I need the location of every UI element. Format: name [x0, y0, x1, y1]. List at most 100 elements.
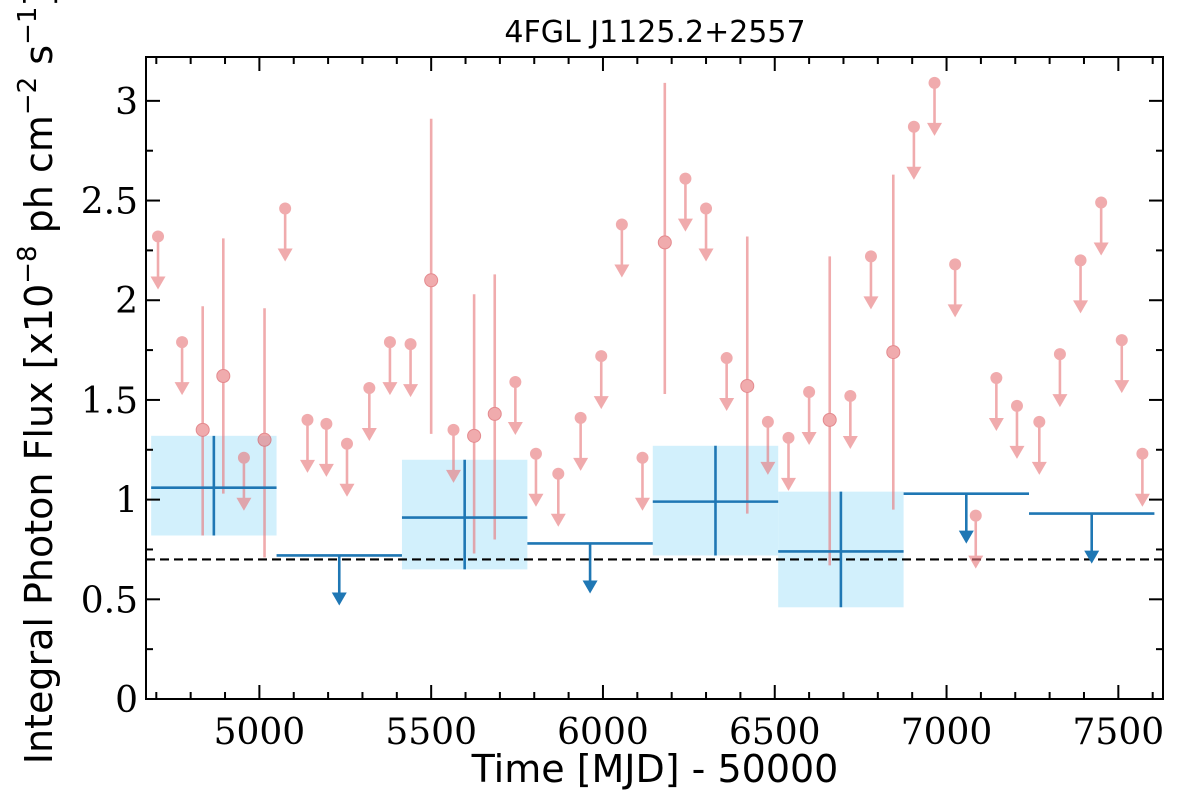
x-tick-label: 6500 [729, 712, 821, 753]
fine-upper-limit [698, 202, 714, 262]
fine-detection-point [886, 174, 901, 510]
fine-upper-limit [573, 411, 589, 471]
fine-marker [257, 432, 272, 447]
fine-marker [1053, 348, 1066, 361]
upper-limit-arrow [403, 384, 419, 398]
upper-limit-arrow [593, 396, 609, 410]
fine-marker [152, 230, 165, 243]
fine-upper-limit [1031, 415, 1047, 475]
fine-upper-limit [1073, 254, 1089, 314]
fine-marker [740, 378, 755, 393]
x-tick-label: 5500 [385, 712, 477, 753]
fine-detection-point [216, 238, 231, 494]
fine-upper-limit [677, 172, 693, 232]
fine-upper-limit [927, 76, 943, 136]
fine-marker [340, 437, 353, 450]
upper-limit-arrow [614, 264, 630, 278]
upper-limit-arrow [1073, 300, 1089, 314]
upper-limit-arrow [1084, 550, 1100, 564]
fine-marker [822, 412, 837, 427]
fine-upper-limit [968, 509, 984, 569]
upper-limit-arrow [968, 555, 984, 569]
upper-limit-arrow [1031, 461, 1047, 475]
fine-upper-limit [1134, 447, 1150, 507]
y-tick-label: 2 [115, 281, 138, 322]
y-label-exponent: −8 [13, 245, 43, 283]
y-tick-label: 2.5 [81, 182, 138, 223]
fine-marker [928, 76, 941, 89]
fine-marker [279, 202, 292, 215]
upper-limit-arrow [277, 248, 293, 262]
fine-marker [424, 273, 439, 288]
fine-detection-point [657, 82, 672, 394]
x-tick-label: 6000 [557, 712, 649, 753]
fine-marker [949, 258, 962, 271]
upper-limit-arrow [582, 580, 598, 594]
fine-marker [907, 120, 920, 133]
chart-title: 4FGL J1125.2+2557 [504, 15, 805, 50]
upper-limit-arrow [906, 166, 922, 180]
fine-detection-point [195, 306, 210, 536]
upper-limit-arrow [361, 427, 377, 441]
fine-marker [447, 423, 460, 436]
fine-marker [383, 336, 396, 349]
fine-detection-point [487, 274, 502, 540]
fine-upper-limit [947, 258, 963, 318]
fine-upper-limit [801, 385, 817, 445]
fine-marker [237, 451, 250, 464]
fine-marker [363, 381, 376, 394]
upper-limit-arrow [528, 493, 544, 507]
upper-limit-arrow [299, 459, 315, 473]
upper-limit-arrow [1114, 380, 1130, 394]
fine-marker [615, 218, 628, 231]
fine-detection-point [257, 308, 272, 558]
fine-marker [782, 431, 795, 444]
upper-limit-arrow [174, 382, 190, 396]
fine-marker [657, 235, 672, 250]
fine-marker [990, 372, 1003, 384]
fine-upper-limit [446, 423, 462, 483]
x-axis-label: Time [MJD] - 50000 [471, 747, 839, 791]
fine-upper-limit [382, 336, 398, 396]
fine-upper-limit [593, 350, 609, 410]
fine-marker [1136, 447, 1149, 460]
y-tick-label: 0 [115, 680, 138, 721]
fine-marker [574, 411, 587, 424]
x-tick-label: 5000 [214, 712, 306, 753]
upper-limit-arrow [863, 296, 879, 310]
upper-limit-arrow [550, 513, 566, 527]
fine-marker [1115, 334, 1128, 347]
fine-upper-limit [634, 451, 650, 511]
fine-marker [216, 369, 231, 384]
y-tick-label: 1.5 [81, 381, 138, 422]
y-tick-label: 0.5 [81, 580, 138, 621]
upper-limit-arrow [1134, 493, 1150, 507]
y-label-exponent: −1 [13, 7, 43, 45]
fine-marker [487, 406, 502, 421]
upper-limit-arrow [150, 276, 166, 290]
fine-detection-point [822, 256, 837, 566]
y-label-exponent: −2 [13, 77, 43, 115]
upper-limit-arrow [780, 477, 796, 491]
upper-limit-arrow [446, 469, 462, 483]
upper-limit-arrow [236, 497, 252, 511]
upper-limit-arrow [318, 463, 334, 477]
x-tick-label: 7000 [901, 712, 993, 753]
upper-limit-arrow [719, 398, 735, 412]
axis-ticks: 5000 5500 6000 6500 7000 7500 0 0.5 1 1.5 2 2.5 3 [81, 57, 1164, 753]
fine-marker [1095, 196, 1108, 209]
fine-upper-limit [236, 451, 252, 511]
fine-marker [467, 428, 482, 443]
fine-detection-point [740, 236, 755, 514]
fine-marker [404, 338, 417, 351]
fine-marker [320, 417, 333, 430]
fine-detection-point [424, 118, 439, 434]
fine-marker [509, 375, 522, 388]
fine-marker [195, 422, 210, 437]
fine-marker [552, 467, 565, 480]
upper-limit-arrow [698, 248, 714, 262]
fine-marker [969, 509, 982, 522]
upper-limit-arrow [382, 382, 398, 396]
plot-frame [145, 56, 1164, 700]
